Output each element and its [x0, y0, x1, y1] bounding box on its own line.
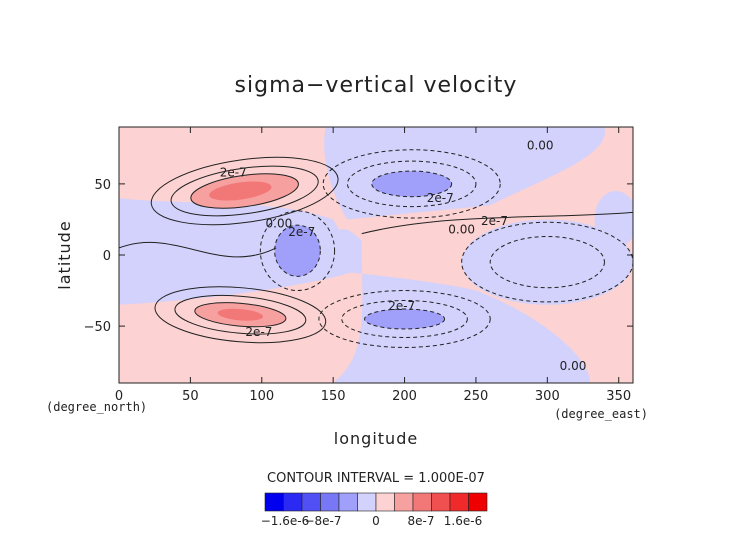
plot-area	[119, 127, 633, 383]
colorbar-swatch	[301, 492, 321, 512]
contour-label: 2e-7	[388, 299, 415, 313]
colorbar-swatch	[412, 492, 432, 512]
negative-core-south	[364, 309, 445, 329]
colorbar-swatch	[431, 492, 451, 512]
x-tick-label: 200	[392, 389, 417, 404]
contour-negative-west-0	[274, 224, 321, 277]
x-tick-label: 150	[321, 389, 346, 404]
x-axis-label: longitude	[334, 429, 418, 448]
contour-label: 0.00	[266, 217, 293, 231]
y-tick-label: 0	[103, 249, 111, 264]
x-tick-label: 250	[464, 389, 489, 404]
contour-negative-north-0	[371, 170, 453, 198]
colorbar-swatch	[283, 492, 303, 512]
colorbar	[264, 492, 488, 512]
colorbar-swatch	[468, 492, 488, 512]
positive-core-south-inner	[217, 308, 264, 321]
contour-negative-west-1	[259, 210, 336, 292]
y-tick-label: 50	[94, 178, 111, 193]
colorbar-swatch	[357, 492, 377, 512]
x-tick-label: 100	[249, 389, 274, 404]
x-tick-label: 0	[115, 389, 123, 404]
colorbar-tick-labels: −1.6e-6−8e-7 0 8e-7 1.6e-6	[261, 514, 482, 528]
colorbar-tick-label: 0	[372, 514, 380, 528]
colorbar-swatch	[320, 492, 340, 512]
contour-positive-east	[361, 211, 633, 235]
negative-region-north	[324, 127, 605, 220]
colorbar-swatch	[375, 492, 395, 512]
contour-positive-south-0	[194, 302, 287, 328]
x-tick-label: 50	[182, 389, 199, 404]
colorbar-swatch	[338, 492, 358, 512]
x-units-label: (degree_east)	[554, 407, 648, 421]
contour-label: 2e-7	[481, 214, 508, 228]
colorbar-swatch	[394, 492, 414, 512]
negative-region-west	[119, 198, 362, 305]
negative-core-north	[371, 171, 452, 197]
contour-negative-south-1	[341, 300, 468, 338]
chart-title: sigma−vertical velocity	[235, 73, 518, 98]
contour-negative-south-0	[364, 308, 446, 330]
negative-region-east	[594, 191, 633, 248]
colorbar-tick-label: 8e-7	[408, 514, 435, 528]
colorbar-tick-label: −8e-7	[304, 514, 341, 528]
negative-region-center	[461, 219, 633, 305]
contour-label: 2e-7	[245, 325, 272, 339]
colorbar-tick-label: 1.6e-6	[444, 514, 482, 528]
contour-label: 0.00	[560, 359, 587, 373]
y-tick-label: −50	[84, 320, 111, 335]
contour-negative-center-0	[489, 236, 605, 289]
x-tick-label: 300	[535, 389, 560, 404]
contour-label: 2e-7	[220, 166, 247, 180]
y-axis-ticks: −50 0 50	[84, 178, 633, 335]
colorbar-swatch	[449, 492, 469, 512]
positive-core-north-inner	[209, 181, 272, 201]
contour-positive-south-1	[174, 294, 307, 335]
negative-core-west	[274, 225, 321, 277]
x-tick-label: 350	[606, 389, 631, 404]
contour-negative-north-2	[322, 149, 501, 219]
y-axis-label: latitude	[55, 220, 74, 289]
contour-label: 2e-7	[288, 225, 315, 239]
contour-interval-label: CONTOUR INTERVAL = 1.000E-07	[267, 471, 485, 486]
contour-positive-north-0	[190, 173, 299, 209]
negative-region-south	[318, 229, 591, 383]
contour-positive-south-2	[154, 286, 327, 344]
contour-positive-north-1	[170, 165, 319, 217]
colorbar-tick-label: −1.6e-6	[261, 514, 310, 528]
contour-positive-equator	[119, 242, 277, 258]
contour-positive-north-2	[150, 156, 339, 226]
contour-label: 0.00	[448, 222, 475, 236]
contour-negative-south-2	[318, 290, 491, 348]
contour-negative-north-1	[346, 160, 477, 208]
y-units-label: (degree_north)	[46, 400, 147, 414]
field-regions	[119, 127, 633, 383]
x-axis-ticks: 0 50 100 150 200 250 300 350	[115, 127, 631, 404]
contour-label: 0.00	[527, 138, 554, 152]
colorbar-swatch	[264, 492, 284, 512]
contour-label: 2e-7	[427, 191, 454, 205]
